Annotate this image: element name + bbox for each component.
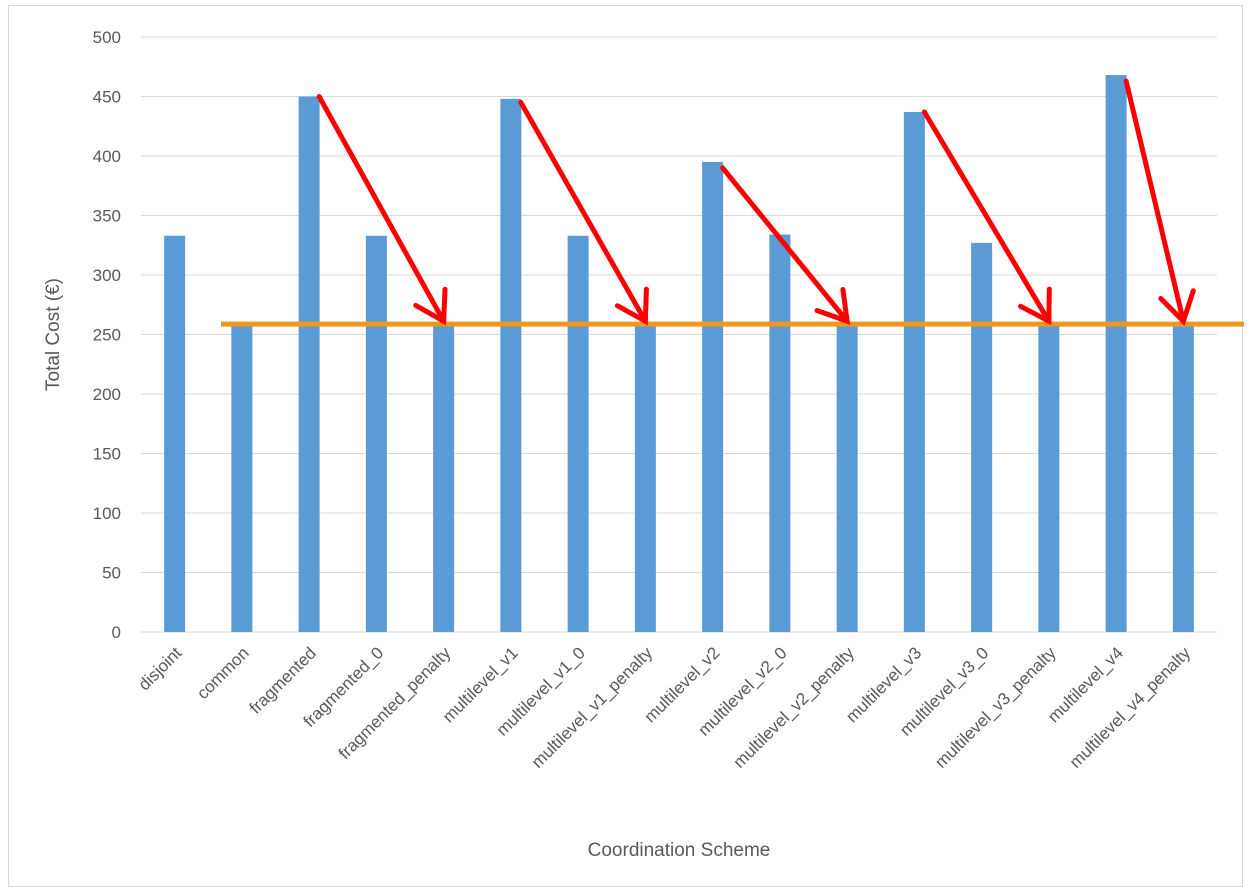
bar	[1172, 326, 1194, 632]
y-tick-label: 150	[93, 445, 121, 464]
x-axis-ticks: disjoint commonfragmentedfragmented_0frag…	[135, 643, 1195, 772]
y-axis-ticks: 0 50 100 150 200 250 300 350 400 450 500	[93, 28, 121, 642]
x-tick-label: multilevel_v2_penalty	[730, 643, 859, 772]
bar-chart: 0 50 100 150 200 250 300 350 400 450 500 disjoint c…	[43, 28, 1244, 861]
bar	[903, 111, 925, 633]
bar	[634, 326, 656, 632]
arrow	[316, 94, 448, 326]
bar	[365, 235, 387, 633]
bar	[500, 98, 522, 632]
bar	[567, 235, 589, 633]
bar	[231, 326, 253, 632]
arrow	[720, 165, 851, 325]
arrow	[1123, 78, 1196, 326]
gridlines	[141, 36, 1217, 633]
bar	[971, 242, 993, 632]
chart-frame: 0 50 100 150 200 250 300 350 400 450 500 disjoint c…	[8, 5, 1244, 887]
x-tick-label: disjoint	[135, 643, 186, 694]
x-tick-label: fragmented_penalty	[335, 643, 455, 763]
y-tick-label: 300	[93, 266, 121, 285]
x-axis-title: Coordination Scheme	[588, 840, 771, 861]
bar	[769, 234, 791, 633]
y-tick-label: 0	[112, 623, 121, 642]
x-tick-label: fragmented	[246, 643, 320, 717]
y-tick-label: 200	[93, 385, 121, 404]
x-tick-label: multilevel_v1_penalty	[528, 643, 657, 772]
bar	[836, 326, 858, 632]
arrow	[518, 99, 649, 326]
y-tick-label: 350	[93, 207, 121, 226]
bar	[1105, 75, 1127, 632]
y-tick-label: 50	[102, 564, 121, 583]
bar	[298, 96, 320, 632]
bar	[164, 235, 186, 633]
x-tick-label: common	[193, 643, 253, 703]
y-tick-label: 450	[93, 88, 121, 107]
bar	[702, 161, 724, 632]
y-tick-label: 100	[93, 504, 121, 523]
x-tick-label: multilevel_v3_penalty	[931, 643, 1060, 772]
bar	[433, 326, 455, 632]
x-tick-label: multilevel_v4_penalty	[1066, 643, 1195, 772]
y-tick-label: 250	[93, 326, 121, 345]
y-axis-title: Total Cost (€)	[43, 278, 64, 391]
bar	[1038, 326, 1060, 632]
bars	[164, 75, 1194, 633]
y-tick-label: 400	[93, 147, 121, 166]
arrows	[316, 78, 1196, 326]
arrow	[921, 109, 1052, 326]
y-tick-label: 500	[93, 28, 121, 47]
